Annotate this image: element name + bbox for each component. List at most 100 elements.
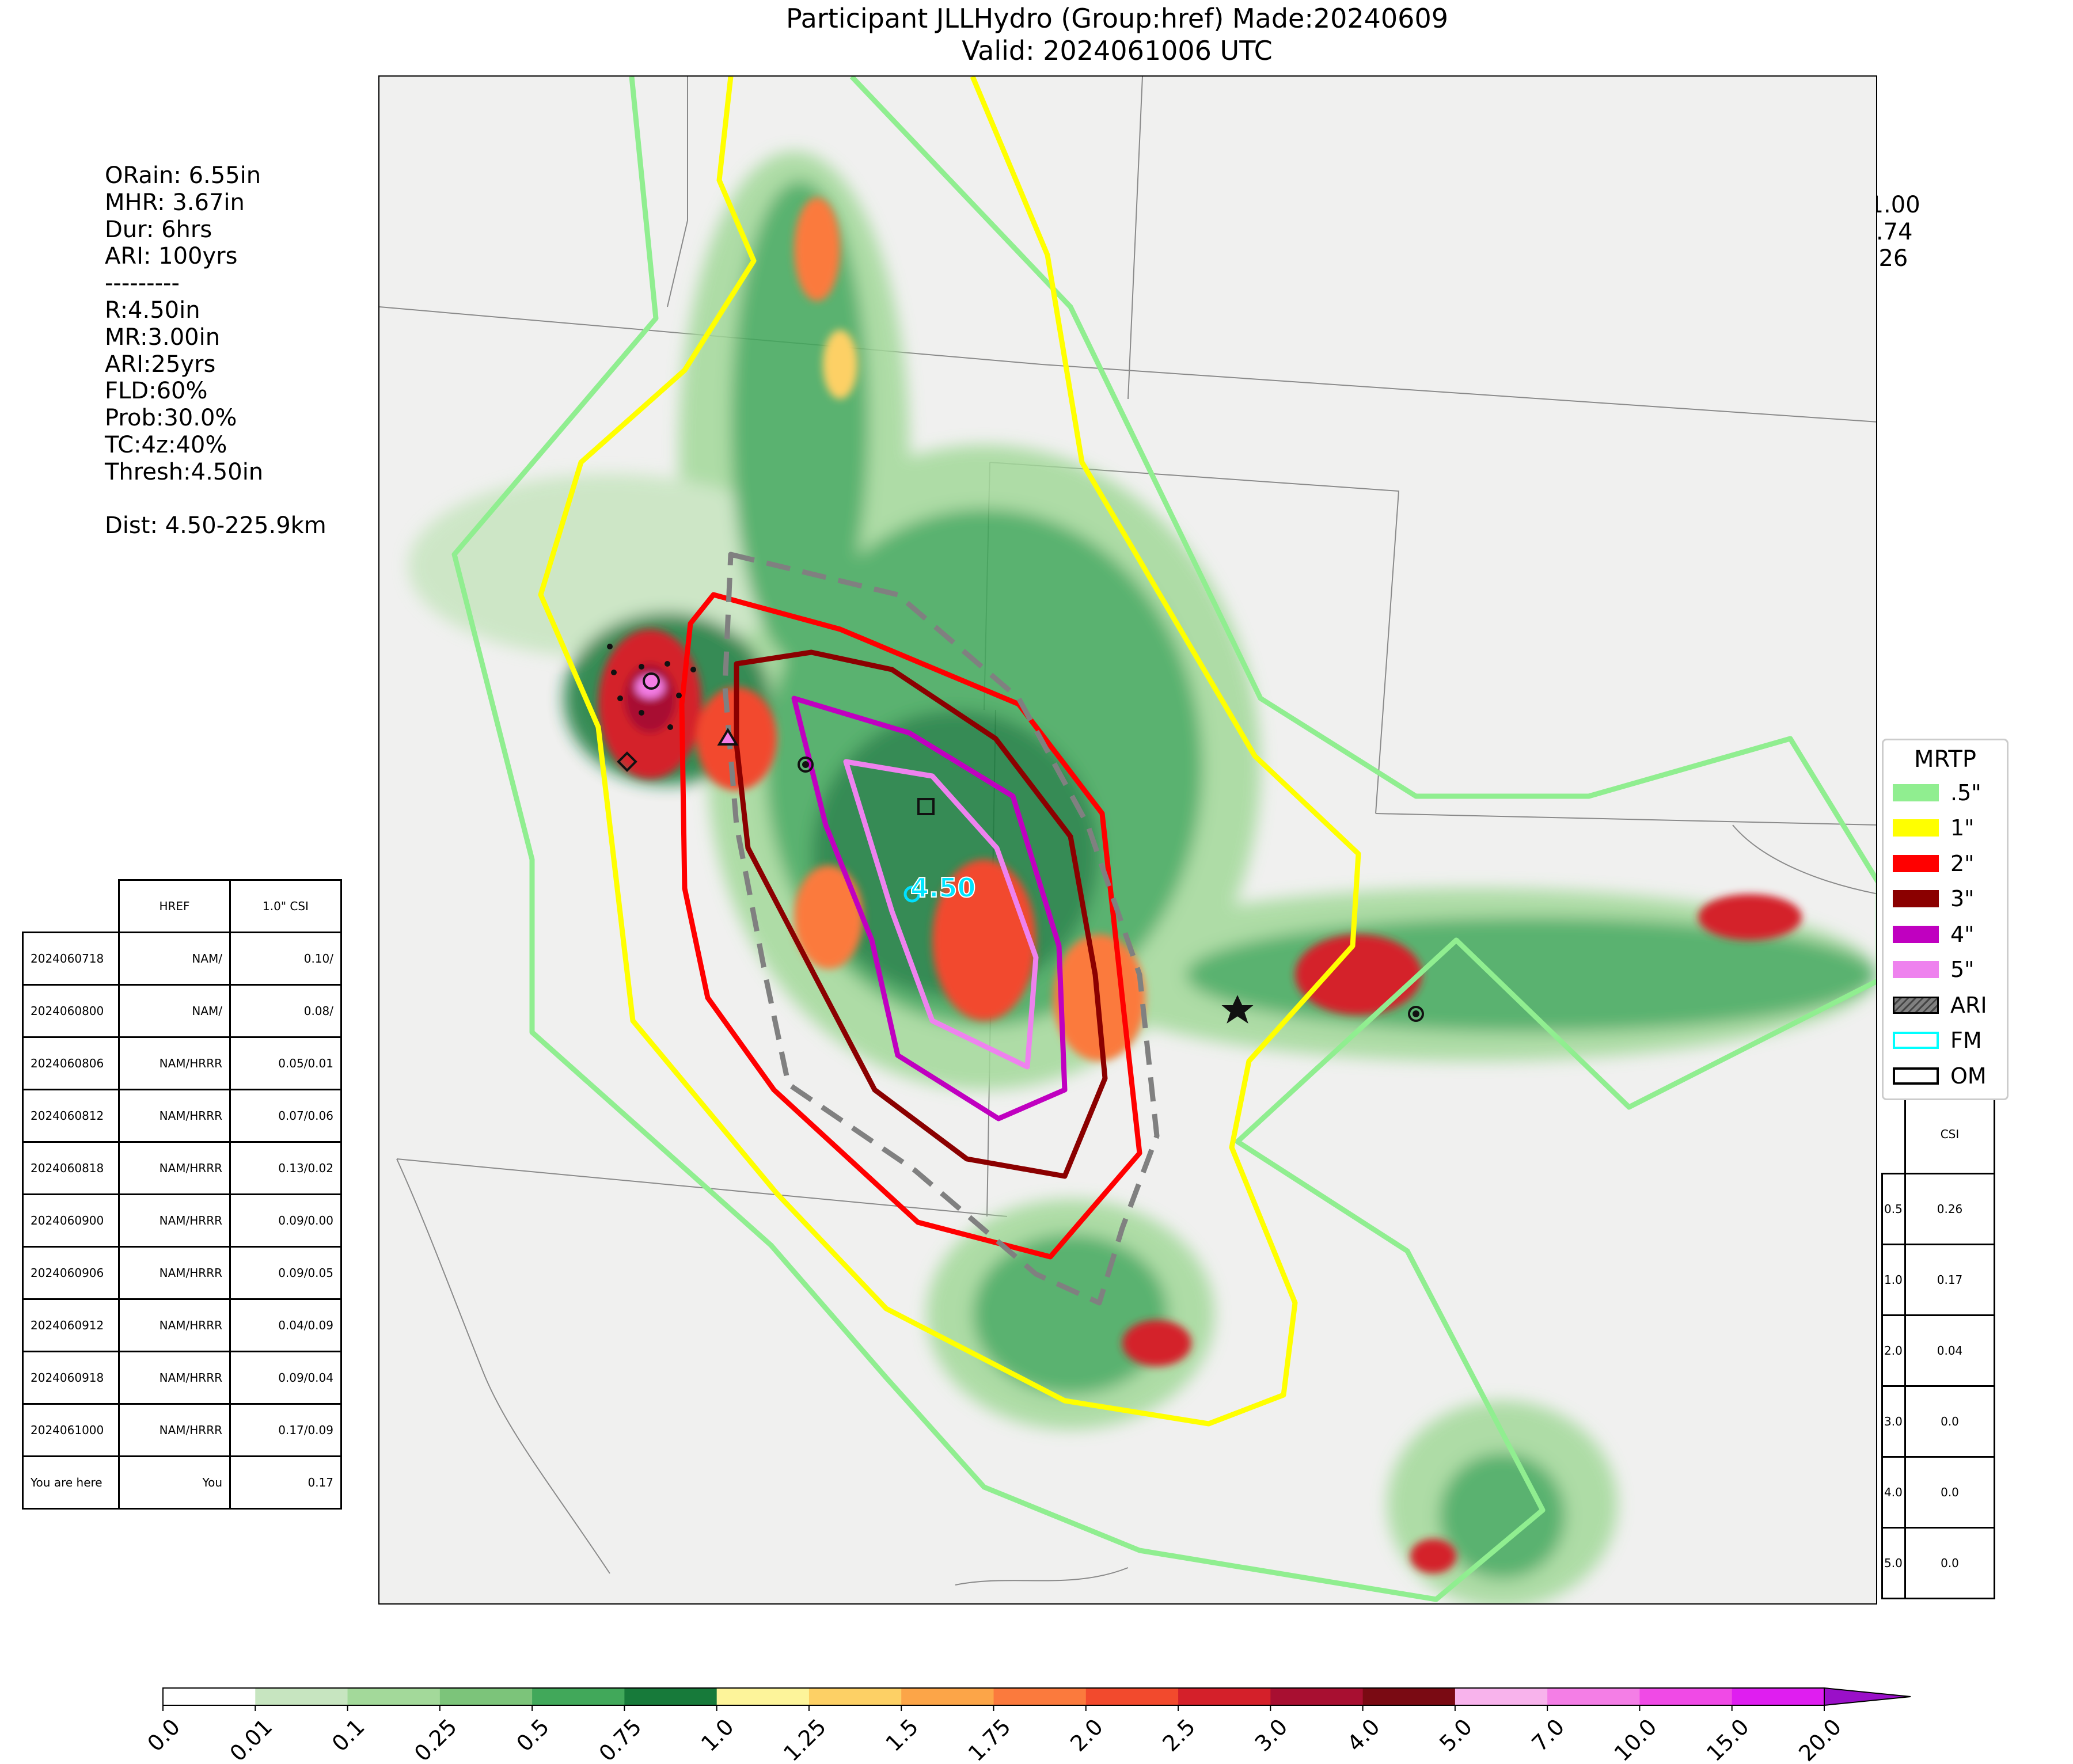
legend-swatch xyxy=(1893,890,1939,908)
stat-line-0: ORain: 6.55in xyxy=(105,162,261,189)
colorbar-segment xyxy=(1639,1688,1733,1705)
legend-swatch xyxy=(1893,819,1939,837)
colorbar-segment xyxy=(716,1688,810,1705)
history-cell: NAM/HRRR xyxy=(118,1089,231,1143)
csi-threshold: 2.0 xyxy=(1881,1314,1906,1387)
csi-header: CSI xyxy=(1904,1094,1995,1174)
observation-markers xyxy=(607,644,1424,1024)
fm-location-marker xyxy=(903,885,921,903)
history-cell: 2024060918 xyxy=(22,1351,120,1405)
colorbar-segment xyxy=(1085,1688,1179,1705)
colorbar-segment xyxy=(163,1688,256,1705)
history-cell: 0.08/ xyxy=(229,984,342,1038)
contour-ari xyxy=(722,552,1160,1306)
csi-row: 3.0 0.0 xyxy=(1881,1385,1995,1458)
observed-max-marker xyxy=(643,672,660,690)
legend-swatch xyxy=(1893,996,1939,1014)
mrtp-legend: MRTP .5" 1" 2" 3" 4" 5" ARI FM OM xyxy=(1882,739,2009,1100)
history-cell: 0.05/0.01 xyxy=(229,1036,342,1090)
stat-line-4: --------- xyxy=(105,270,180,297)
csi-by-threshold-table: CSI 0.5 0.26 1.0 0.17 2.0 0.04 3.0 0.0 4.0 0.0 5.0 0… xyxy=(1881,1094,1995,1599)
legend-label: 3" xyxy=(1950,886,1975,912)
legend-item: FM xyxy=(1884,1023,2007,1059)
colorbar-tick-label: 20.0 xyxy=(1794,1714,1846,1762)
triangle-marker xyxy=(717,728,739,746)
colorbar-segment xyxy=(532,1688,625,1705)
csi-row: 2.0 0.04 xyxy=(1881,1314,1995,1387)
colorbar-tick-label: 2.5 xyxy=(1157,1714,1200,1757)
legend-swatch xyxy=(1893,961,1939,979)
colorbar-segment xyxy=(1270,1688,1364,1705)
stat-line-8: FLD:60% xyxy=(105,378,208,405)
stat-line-5: R:4.50in xyxy=(105,296,200,324)
csi-value: 0.0 xyxy=(1904,1456,1995,1529)
stat-line-10: TC:4z:40% xyxy=(105,431,227,458)
stat-line-13: Dist: 4.50-225.9km xyxy=(105,512,326,539)
max-rain-label: 4.50 xyxy=(910,872,976,903)
colorbar-tick-label: 0.25 xyxy=(409,1714,462,1762)
colorbar-segment xyxy=(1732,1688,1825,1705)
circle-marker xyxy=(798,756,814,773)
chart-title-line2: Valid: 2024061006 UTC xyxy=(962,35,1273,66)
history-row: 2024060718 NAM/0.10/ xyxy=(22,932,342,986)
colorbar-segment xyxy=(1455,1688,1548,1705)
contour-3-in xyxy=(734,649,1108,1179)
history-cell: 0.09/0.04 xyxy=(229,1351,342,1405)
legend-label: FM xyxy=(1950,1028,1982,1054)
history-cell: 0.13/0.02 xyxy=(229,1141,342,1195)
stat-line-11: Thresh:4.50in xyxy=(105,458,264,485)
contour-0.5-in xyxy=(451,77,1876,1602)
csi-row: 5.0 0.0 xyxy=(1881,1527,1995,1599)
history-row: 2024060818 NAM/HRRR 0.13/0.02 xyxy=(22,1141,342,1195)
legend-item: .5" xyxy=(1884,775,2007,811)
chart-title-line1: Participant JLLHydro (Group:href) Made:2… xyxy=(786,3,1448,34)
colorbar-tick-label: 15.0 xyxy=(1702,1714,1754,1762)
colorbar-segment xyxy=(347,1688,441,1705)
legend-label: 1" xyxy=(1950,815,1975,841)
colorbar-segment xyxy=(808,1688,902,1705)
stat-line-3: ARI: 100yrs xyxy=(105,243,238,270)
colorbar-tick-label: 5.0 xyxy=(1434,1714,1477,1757)
history-cell: 0.07/0.06 xyxy=(229,1089,342,1143)
precipitation-cores xyxy=(598,197,1802,1573)
history-cell: NAM/HRRR xyxy=(118,1193,231,1248)
mrtp-contours xyxy=(451,77,1876,1602)
legend-label: OM xyxy=(1950,1063,1987,1089)
colorbar-tick-label: 10.0 xyxy=(1609,1714,1662,1762)
legend-swatch xyxy=(1893,784,1939,801)
history-cell: 0.09/0.05 xyxy=(229,1246,342,1300)
history-row: 2024060906 NAM/HRRR 0.09/0.05 xyxy=(22,1246,342,1300)
csi-value: 0.0 xyxy=(1904,1527,1995,1599)
history-cell: You xyxy=(118,1455,231,1510)
precipitation-colorbar: 0.0 0.01 0.1 0.25 0.5 0.75 1.0 1.25 1.5 1.75 2.0 2.… xyxy=(0,1670,2073,1764)
forecast-stats-panel: ORain: 6.55in MHR: 3.67in Dur: 6hrs ARI: 10… xyxy=(105,162,326,539)
csi-threshold: 5.0 xyxy=(1881,1527,1906,1599)
history-cell: NAM/HRRR xyxy=(118,1403,231,1457)
history-cell: 2024060906 xyxy=(22,1246,120,1300)
history-header-1: HREF xyxy=(118,879,231,933)
history-cell: NAM/HRRR xyxy=(118,1246,231,1300)
contour-4-in xyxy=(791,695,1068,1121)
history-cell: 2024061000 xyxy=(22,1403,120,1457)
colorbar-segment xyxy=(439,1688,533,1705)
colorbar-segment xyxy=(1547,1688,1640,1705)
colorbar-tick-label: 0.5 xyxy=(511,1714,554,1757)
csi-header-blank xyxy=(1882,1094,1906,1174)
csi-value: 0.0 xyxy=(1904,1385,1995,1458)
legend-item: 1" xyxy=(1884,811,2007,846)
colorbar-extension xyxy=(1824,1687,1911,1706)
colorbar-tick-label: 0.75 xyxy=(594,1714,647,1762)
history-row: 2024061000 NAM/HRRR 0.17/0.09 xyxy=(22,1403,342,1457)
legend-item: OM xyxy=(1884,1058,2007,1094)
contour-1-in xyxy=(538,77,1361,1427)
csi-threshold: 1.0 xyxy=(1881,1244,1906,1316)
history-cell: 2024060900 xyxy=(22,1193,120,1248)
colorbar-tick-label: 1.5 xyxy=(881,1714,924,1757)
legend-swatch xyxy=(1893,925,1939,943)
csi-threshold: 0.5 xyxy=(1881,1173,1906,1245)
history-cell: 0.04/0.09 xyxy=(229,1298,342,1352)
history-cell: NAM/ xyxy=(118,932,231,986)
colorbar-segment xyxy=(901,1688,994,1705)
colorbar-segment xyxy=(1178,1688,1271,1705)
colorbar-segment xyxy=(993,1688,1087,1705)
